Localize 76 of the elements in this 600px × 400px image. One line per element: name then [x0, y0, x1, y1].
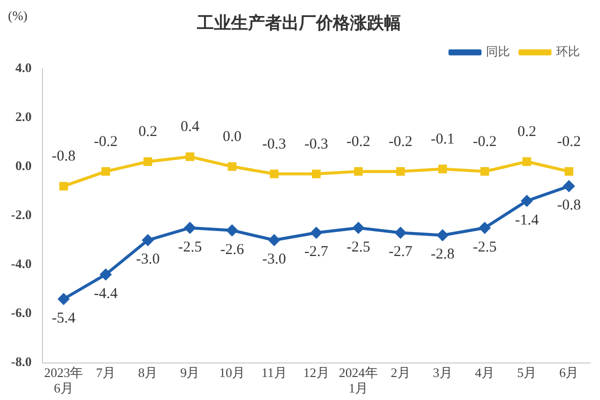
point — [144, 157, 152, 166]
y-tick-label: 4.0 — [15, 60, 32, 75]
data-label: -0.2 — [346, 134, 370, 150]
x-tick-label: 12月 — [303, 365, 330, 380]
point — [563, 180, 574, 192]
point — [438, 164, 447, 174]
data-label: -2.6 — [220, 242, 244, 258]
x-tick-label: 9月 — [180, 365, 200, 380]
point — [396, 167, 405, 176]
data-label: -3.0 — [136, 252, 160, 268]
data-label: 0.0 — [222, 128, 242, 145]
y-tick-label: -4.0 — [10, 256, 32, 272]
point — [226, 224, 238, 236]
point — [101, 167, 110, 176]
point — [564, 167, 574, 176]
data-label: -2.7 — [304, 244, 329, 260]
data-label: 0.2 — [517, 124, 536, 140]
point — [479, 222, 490, 234]
y-tick-label: -2.0 — [10, 206, 32, 222]
data-label: -3.0 — [262, 252, 286, 268]
x-tick-label: 2024年 1月 — [338, 365, 378, 396]
x-tick-label: 5月 — [517, 365, 537, 380]
x-tick-label: 3月 — [432, 365, 452, 380]
point — [228, 162, 236, 171]
y-tick-label: -8.0 — [10, 354, 32, 370]
legend-label: 环比 — [556, 44, 580, 59]
x-tick-label: 7月 — [96, 365, 116, 380]
data-label: -4.4 — [94, 286, 118, 302]
data-label: -1.4 — [514, 212, 540, 228]
x-tick-label: 8月 — [138, 365, 158, 380]
data-label: -2.8 — [430, 246, 454, 263]
point — [437, 230, 448, 241]
chart-title: 工业生产者出厂价格涨跌幅 — [196, 14, 401, 34]
x-tick-label: 4月 — [474, 365, 494, 380]
data-label: -0.2 — [94, 134, 118, 150]
data-label: 0.2 — [138, 124, 158, 140]
y-tick-label: 0.0 — [15, 158, 32, 173]
data-label: -0.3 — [304, 136, 328, 152]
point — [352, 222, 364, 234]
data-label: 0.4 — [180, 119, 200, 136]
data-label: -2.5 — [472, 239, 497, 256]
point — [268, 234, 280, 246]
point — [58, 294, 70, 305]
point — [354, 167, 363, 176]
point — [480, 167, 490, 176]
data-label: -0.2 — [472, 134, 497, 150]
x-tick-label: 11月 — [261, 365, 287, 380]
x-tick-label: 2月 — [390, 365, 410, 380]
data-label: -5.4 — [52, 310, 76, 326]
point — [395, 227, 406, 238]
y-tick-label: 2.0 — [15, 108, 32, 124]
point — [312, 170, 321, 178]
data-label: -0.1 — [430, 131, 454, 148]
y-axis-title: (%) — [8, 8, 28, 23]
data-label: -2.7 — [388, 244, 413, 260]
x-tick-label: 6月 — [559, 365, 579, 380]
legend-label: 同比 — [486, 44, 510, 59]
data-label: -0.3 — [262, 136, 286, 152]
point — [184, 222, 196, 234]
point — [522, 157, 532, 166]
data-label: -0.2 — [388, 134, 412, 150]
point — [310, 227, 322, 238]
x-tick-label: 2023年 6月 — [44, 365, 84, 396]
point — [270, 170, 279, 178]
point — [100, 268, 112, 280]
point — [59, 182, 68, 190]
data-label: -2.5 — [346, 239, 370, 256]
data-label: -2.5 — [178, 239, 202, 256]
point — [521, 195, 532, 206]
point — [142, 234, 154, 246]
data-label: -0.2 — [557, 134, 581, 150]
x-tick-label: 10月 — [219, 365, 246, 380]
y-tick-label: -6.0 — [10, 305, 32, 320]
data-label: -0.8 — [557, 198, 581, 214]
data-label: -0.8 — [52, 148, 76, 165]
point — [186, 152, 194, 162]
